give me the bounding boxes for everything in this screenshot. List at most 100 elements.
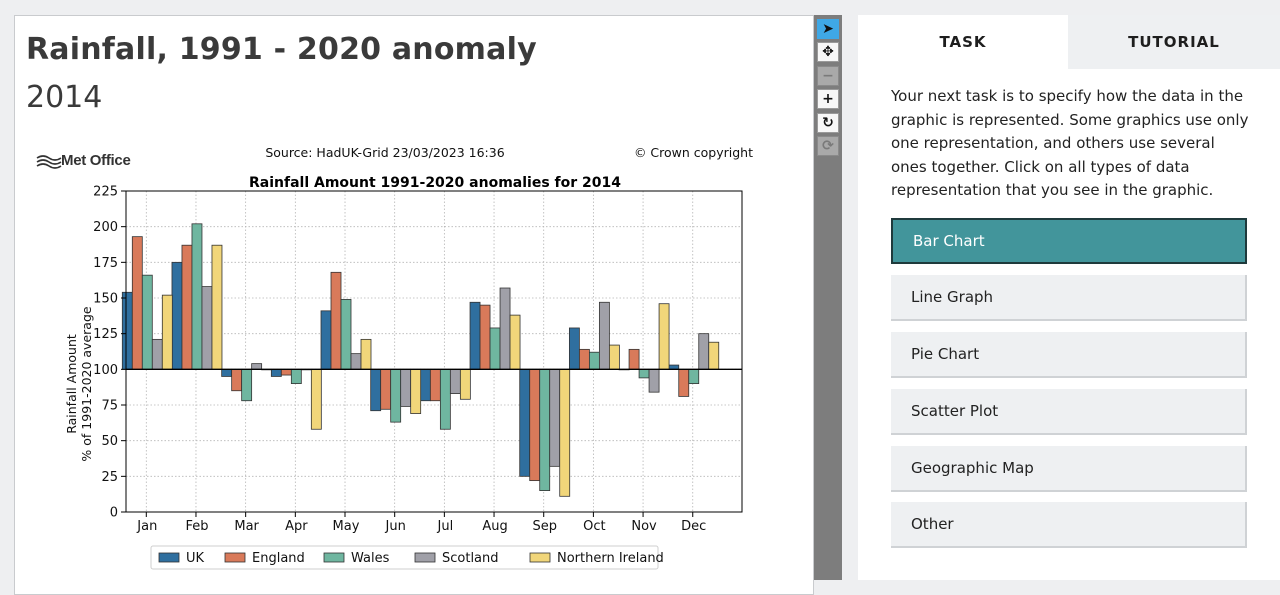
option-line-graph[interactable]: Line Graph	[891, 275, 1247, 321]
bar-northern-ireland-nov	[658, 303, 670, 370]
legend-label-northern-ireland: Northern Ireland	[557, 551, 664, 566]
legend-label-england: England	[252, 551, 305, 566]
bar-northern-ireland-jan	[161, 294, 173, 370]
task-panel: TASK TUTORIAL Your next task is to speci…	[858, 15, 1280, 580]
bar-northern-ireland-feb	[211, 244, 223, 370]
bar-northern-ireland-apr	[310, 368, 322, 430]
bar-scotland-jun	[400, 368, 412, 407]
chart-copyright: © Crown copyright	[634, 145, 753, 160]
tab-bar: TASK TUTORIAL	[858, 15, 1280, 69]
x-tick-label: Oct	[583, 519, 605, 534]
bar-wales-dec	[688, 368, 700, 384]
bar-northern-ireland-jul	[459, 368, 471, 400]
bar-scotland-oct	[598, 301, 610, 370]
bar-northern-ireland-aug	[509, 314, 521, 370]
y-axis-label-line2: % of 1991-2020 average	[79, 306, 94, 461]
bar-uk-sep	[519, 368, 531, 477]
bar-wales-apr	[290, 368, 302, 384]
x-tick-label: Nov	[631, 519, 657, 534]
bar-wales-mar	[241, 368, 253, 402]
task-instructions: Your next task is to specify how the dat…	[891, 87, 1249, 199]
chart-legend: UK England Wales Scotland Northern Ireland	[150, 545, 664, 570]
page-subtitle-year: 2014	[26, 80, 103, 115]
x-tick-label: Jun	[385, 519, 406, 534]
graphic-panel: Rainfall, 1991 - 2020 anomaly 2014 Met O…	[14, 15, 814, 595]
reset-view-button[interactable]: ↻	[817, 113, 839, 133]
bar-scotland-jan	[151, 338, 163, 370]
pan-tool-button[interactable]: ✥	[817, 42, 839, 62]
pointer-tool-button[interactable]: ➤	[817, 19, 839, 39]
rainfall-chart: Met Office Source: HadUK-Grid 23/03/2023…	[36, 145, 753, 570]
x-tick-label: May	[333, 519, 360, 534]
option-other[interactable]: Other	[891, 502, 1247, 548]
bar-uk-mar	[221, 368, 233, 377]
bar-england-mar	[231, 368, 243, 392]
y-axis-label-line1: Rainfall Amount	[64, 334, 79, 434]
x-tick-label: Feb	[185, 519, 208, 534]
bar-england-aug	[479, 304, 491, 370]
bar-northern-ireland-jun	[410, 368, 422, 414]
option-bar-chart[interactable]: Bar Chart	[891, 218, 1247, 264]
legend-swatch-uk	[158, 552, 180, 563]
viewer-toolbar: ➤ ✥ − + ↻ ⟳	[814, 15, 842, 580]
x-tick-label: Dec	[681, 519, 706, 534]
zoom-out-button[interactable]: −	[817, 66, 839, 86]
bar-scotland-dec	[698, 333, 710, 370]
bar-england-jul	[429, 368, 441, 402]
bar-uk-apr	[270, 368, 282, 377]
plot-bars	[121, 223, 720, 497]
bar-northern-ireland-oct	[608, 344, 620, 370]
bar-wales-jun	[390, 368, 402, 423]
met-office-logo: Met Office	[36, 152, 131, 169]
bar-wales-jan	[141, 274, 153, 370]
bar-scotland-feb	[201, 286, 213, 370]
y-tick-label: 225	[93, 185, 118, 200]
y-tick-label: 25	[101, 470, 118, 485]
refresh-button[interactable]: ⟳	[817, 136, 839, 156]
bar-england-oct	[578, 348, 590, 370]
page-title: Rainfall, 1991 - 2020 anomaly	[26, 32, 537, 67]
chart-title: Rainfall Amount 1991-2020 anomalies for …	[249, 175, 621, 191]
option-scatter-plot[interactable]: Scatter Plot	[891, 389, 1247, 435]
bar-wales-jul	[439, 368, 451, 430]
bar-uk-jan	[121, 291, 133, 370]
bar-wales-may	[340, 299, 352, 370]
option-pie-chart[interactable]: Pie Chart	[891, 332, 1247, 378]
bar-wales-aug	[489, 327, 501, 370]
bar-england-feb	[181, 244, 193, 370]
option-geographic-map[interactable]: Geographic Map	[891, 446, 1247, 492]
bar-england-jan	[131, 236, 143, 370]
bar-england-may	[330, 271, 342, 370]
y-tick-label: 125	[93, 327, 118, 342]
bar-wales-nov	[638, 368, 650, 379]
bar-scotland-jul	[449, 368, 461, 394]
legend-swatch-england	[224, 552, 246, 563]
bar-scotland-sep	[549, 368, 561, 467]
legend-swatch-wales	[323, 552, 345, 563]
bar-england-nov	[628, 348, 640, 370]
legend-swatch-scotland	[414, 552, 436, 563]
tab-task[interactable]: TASK	[858, 15, 1068, 69]
x-tick-label: Jan	[136, 519, 157, 534]
legend-label-scotland: Scotland	[442, 551, 499, 566]
bar-uk-oct	[568, 327, 580, 370]
bar-scotland-may	[350, 353, 362, 370]
y-tick-label: 175	[93, 256, 118, 271]
y-tick-label: 50	[101, 434, 118, 449]
zoom-in-button[interactable]: +	[817, 89, 839, 109]
legend-label-wales: Wales	[351, 551, 390, 566]
y-tick-label: 100	[93, 363, 118, 378]
plot-axes: 0 25 50 75 100 125 150 175 200 225 Jan Feb Mar Apr May…	[93, 185, 743, 534]
bar-wales-sep	[539, 368, 551, 491]
bar-england-jun	[380, 368, 392, 410]
tab-tutorial[interactable]: TUTORIAL	[1068, 15, 1280, 69]
x-tick-label: Sep	[532, 519, 557, 534]
x-tick-label: Aug	[482, 519, 507, 534]
bar-scotland-mar	[251, 363, 263, 370]
bar-england-dec	[678, 368, 690, 397]
bar-uk-feb	[171, 261, 183, 370]
bar-wales-oct	[588, 351, 600, 370]
y-tick-label: 150	[93, 292, 118, 307]
bar-northern-ireland-sep	[559, 368, 571, 497]
met-office-logo-text: Met Office	[61, 152, 131, 169]
